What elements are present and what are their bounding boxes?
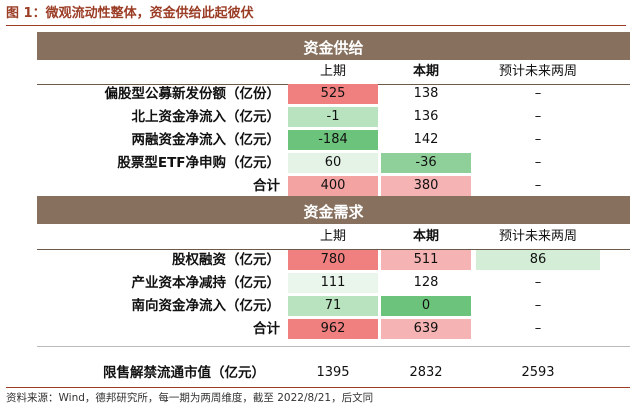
supply-section-header: 资金供给 [37, 32, 630, 60]
supply-row-cell: -184 [288, 130, 378, 150]
restricted-top-rule [37, 346, 630, 347]
supply-row-label: 两融资金净流入（亿元） [131, 132, 281, 148]
supply-row-cell: – [534, 178, 542, 193]
demand-row-label: 南向资金净流入（亿元） [131, 298, 281, 314]
supply-row-cell: – [534, 132, 542, 147]
demand-section-title: 资金需求 [303, 203, 364, 221]
demand-row-cell: 71 [288, 296, 378, 316]
demand-row-cell: – [534, 321, 542, 336]
supply-row-cell: -1 [288, 107, 378, 127]
supply-row-cell: 142 [413, 132, 439, 147]
demand-row-cell: – [534, 275, 542, 290]
demand-row-cell: – [534, 298, 542, 313]
supply-row-cell: – [534, 109, 542, 124]
supply-row-cell: 136 [413, 109, 439, 124]
supply-row-label: 北上资金净流入（亿元） [131, 109, 281, 125]
supply-row-label: 偏股型公募新发份额（亿份） [104, 86, 281, 102]
supply-row-cell: 400 [288, 176, 378, 196]
demand-row-cell: 111 [288, 273, 378, 293]
demand-col-current: 本期 [412, 229, 439, 244]
demand-row-cell: 639 [381, 319, 471, 339]
supply-row-cell: 380 [381, 176, 471, 196]
supply-row-cell: -36 [381, 153, 471, 173]
supply-row-cell: – [534, 86, 542, 101]
demand-row-label: 合计 [253, 321, 280, 337]
supply-col-forecast: 预计未来两周 [498, 64, 577, 79]
supply-row-cell: 60 [288, 153, 378, 173]
demand-col-forecast: 预计未来两周 [498, 229, 577, 244]
supply-row-cell: – [534, 155, 542, 170]
demand-row-label: 股权融资（亿元） [172, 252, 280, 268]
demand-row-cell: 128 [413, 275, 439, 290]
demand-row-cell: 86 [476, 250, 600, 270]
demand-row-cell: 511 [381, 250, 471, 270]
footer-rule [6, 387, 630, 388]
demand-section-header: 资金需求 [37, 196, 630, 224]
supply-row-cell: 138 [413, 86, 439, 101]
restricted-forecast: 2593 [521, 365, 555, 380]
demand-row-cell: 962 [288, 319, 378, 339]
demand-row-label: 产业资本净减持（亿元） [131, 275, 281, 291]
supply-row-label: 股票型ETF净申购（亿元） [117, 155, 280, 171]
supply-row-label: 合计 [253, 178, 280, 194]
demand-col-prev: 上期 [319, 229, 346, 244]
demand-row-cell: 0 [381, 296, 471, 316]
supply-section-title: 资金供给 [303, 39, 364, 57]
source-note: 资料来源：Wind，德邦研究所，每一期为两周维度，截至 2022/8/21，后文… [6, 392, 374, 404]
supply-row-cell: 525 [288, 84, 378, 104]
restricted-label: 限售解禁流通市值（亿元） [103, 365, 265, 381]
supply-col-prev: 上期 [319, 64, 346, 79]
supply-col-current: 本期 [412, 64, 439, 79]
restricted-prev: 1395 [316, 365, 350, 380]
figure-title: 图 1：微观流动性整体，资金供给此起彼伏 [6, 3, 626, 26]
restricted-current: 2832 [409, 365, 443, 380]
demand-header-rule [37, 249, 630, 250]
demand-row-cell: 780 [288, 250, 378, 270]
